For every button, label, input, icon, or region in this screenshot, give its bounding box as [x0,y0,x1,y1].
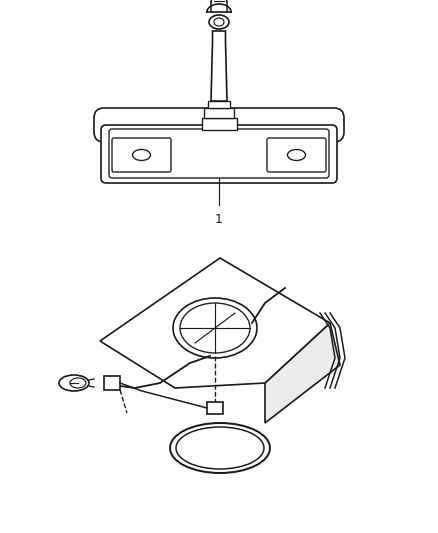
Bar [208,101,230,108]
Bar [201,118,237,130]
Ellipse shape [209,15,229,29]
FancyBboxPatch shape [112,138,171,172]
Bar [204,108,234,118]
Ellipse shape [59,375,89,391]
Bar [104,376,120,390]
Ellipse shape [170,423,270,473]
FancyBboxPatch shape [101,125,337,183]
Ellipse shape [180,303,250,353]
Text: 1: 1 [215,213,223,226]
Ellipse shape [70,378,86,388]
PathPatch shape [211,31,227,101]
FancyBboxPatch shape [267,138,326,172]
Ellipse shape [133,149,151,160]
Polygon shape [265,323,340,423]
FancyBboxPatch shape [94,108,344,142]
Polygon shape [100,258,330,388]
FancyBboxPatch shape [109,129,329,178]
Ellipse shape [173,298,257,358]
Ellipse shape [176,427,264,469]
Ellipse shape [214,18,224,26]
Bar [207,402,223,414]
Ellipse shape [287,149,305,160]
